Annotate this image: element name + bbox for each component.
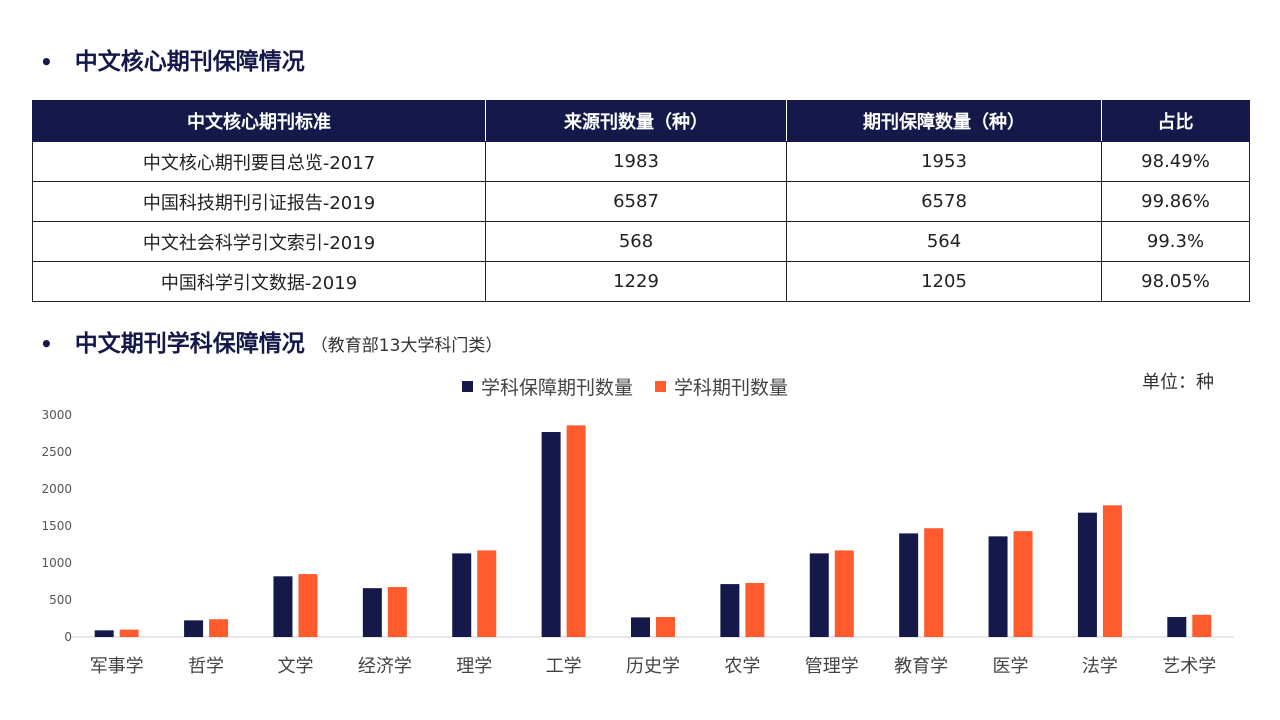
bar-total xyxy=(924,528,944,637)
bar-guaranteed xyxy=(452,553,472,637)
y-tick-label: 3000 xyxy=(41,408,72,422)
table-cell: 中文社会科学引文索引-2019 xyxy=(32,221,486,262)
bar-guaranteed xyxy=(94,630,114,637)
table-cell: 98.05% xyxy=(1101,261,1250,302)
table-header: 中文核心期刊标准 xyxy=(32,100,486,142)
table-row: 中国科技期刊引证报告-2019 6587 6578 99.86% xyxy=(32,181,1250,222)
table-cell: 1983 xyxy=(485,141,787,182)
bar-guaranteed xyxy=(631,617,650,637)
x-tick-label: 农学 xyxy=(724,656,760,677)
bar-total xyxy=(298,574,318,637)
bar-guaranteed xyxy=(1077,512,1097,637)
bar-guaranteed xyxy=(809,553,829,637)
bar-total xyxy=(477,550,497,637)
bar-total xyxy=(1192,614,1212,637)
bar-total xyxy=(387,587,407,637)
x-tick-label: 医学 xyxy=(993,656,1029,677)
table-cell: 568 xyxy=(485,221,787,262)
x-tick-label: 理学 xyxy=(456,656,492,677)
bar-chart: 0 500 1000 1500 2000 2500 3000 军事学 哲学 文学 经济学 理学 工学 历史… xyxy=(41,408,1234,677)
y-tick-label: 2500 xyxy=(41,445,72,459)
table-cell: 1205 xyxy=(786,261,1102,302)
x-tick-label: 法学 xyxy=(1082,656,1118,677)
x-tick-label: 艺术学 xyxy=(1162,656,1216,677)
bar-total xyxy=(656,617,675,637)
bar-total xyxy=(1013,531,1033,637)
table-row: 中文核心期刊要目总览-2017 1983 1953 98.49% xyxy=(32,141,1250,182)
x-tick-label: 管理学 xyxy=(805,656,859,677)
table-row: 中文社会科学引文索引-2019 568 564 99.3% xyxy=(32,221,1250,262)
legend-label: 学科期刊数量 xyxy=(674,377,789,399)
y-tick-label: 2000 xyxy=(41,482,72,496)
table-cell: 1229 xyxy=(485,261,787,302)
table-row: 中国科学引文数据-2019 1229 1205 98.05% xyxy=(32,261,1250,302)
bullet: • xyxy=(40,50,53,74)
table-header: 占比 xyxy=(1101,100,1250,142)
table-cell: 中国科技期刊引证报告-2019 xyxy=(32,181,486,222)
section-title-subject-text: 中文期刊学科保障情况 xyxy=(74,331,305,357)
bar-total xyxy=(119,629,139,637)
legend-item: 学科期刊数量 xyxy=(655,373,788,400)
section-title-core-text: 中文核心期刊保障情况 xyxy=(74,49,305,75)
bar-guaranteed xyxy=(1167,617,1187,637)
table-cell: 1953 xyxy=(786,141,1102,182)
unit-label: 单位：种 xyxy=(1142,372,1214,393)
section-title-subject: • 中文期刊学科保障情况 （教育部13大学科门类） xyxy=(40,324,502,358)
table-cell: 99.3% xyxy=(1101,221,1250,262)
y-tick-label: 500 xyxy=(49,593,72,607)
bar-total xyxy=(566,425,586,637)
table-header-row: 中文核心期刊标准 来源刊数量（种） 期刊保障数量（种） 占比 xyxy=(32,100,1250,142)
y-tick-label: 1000 xyxy=(41,556,72,570)
y-tick-label: 1500 xyxy=(41,519,72,533)
bullet: • xyxy=(40,332,53,356)
bar-guaranteed xyxy=(899,533,919,637)
section-title-core: • 中文核心期刊保障情况 xyxy=(40,42,305,76)
legend-label: 学科保障期刊数量 xyxy=(481,377,634,399)
bar-guaranteed xyxy=(184,620,204,637)
table-cell: 中文核心期刊要目总览-2017 xyxy=(32,141,486,182)
x-tick-label: 哲学 xyxy=(188,656,224,677)
legend-item: 学科保障期刊数量 xyxy=(462,373,633,400)
bar-guaranteed xyxy=(541,432,561,637)
bar-total xyxy=(745,582,765,637)
bar-total xyxy=(834,550,854,637)
section-subtitle: （教育部13大学科门类） xyxy=(310,336,503,356)
bar-guaranteed xyxy=(273,576,293,637)
table-cell: 98.49% xyxy=(1101,141,1250,182)
table-header: 来源刊数量（种） xyxy=(485,100,787,142)
x-tick-label: 工学 xyxy=(546,656,582,677)
legend-swatch-navy xyxy=(462,381,473,392)
y-tick-label: 0 xyxy=(64,630,72,644)
x-tick-label: 历史学 xyxy=(626,656,680,677)
table-cell: 6578 xyxy=(786,181,1102,222)
table-cell: 564 xyxy=(786,221,1102,262)
legend-swatch-orange xyxy=(655,381,667,392)
x-tick-label: 军事学 xyxy=(90,656,144,677)
bar-guaranteed xyxy=(362,588,382,637)
bar-total xyxy=(209,619,229,637)
table-header: 期刊保障数量（种） xyxy=(786,100,1102,142)
bar-guaranteed xyxy=(720,584,740,637)
x-tick-label: 教育学 xyxy=(894,656,948,677)
table-cell: 99.86% xyxy=(1101,181,1250,222)
table-cell: 6587 xyxy=(485,181,787,222)
chart-legend: 学科保障期刊数量 学科期刊数量 xyxy=(462,373,810,400)
core-journal-table: 中文核心期刊标准 来源刊数量（种） 期刊保障数量（种） 占比 中文核心期刊要目总… xyxy=(32,100,1250,302)
table-cell: 中国科学引文数据-2019 xyxy=(32,261,486,302)
x-tick-label: 经济学 xyxy=(358,656,412,677)
x-tick-label: 文学 xyxy=(277,656,313,677)
bar-guaranteed xyxy=(988,536,1008,637)
bar-total xyxy=(1102,505,1122,637)
